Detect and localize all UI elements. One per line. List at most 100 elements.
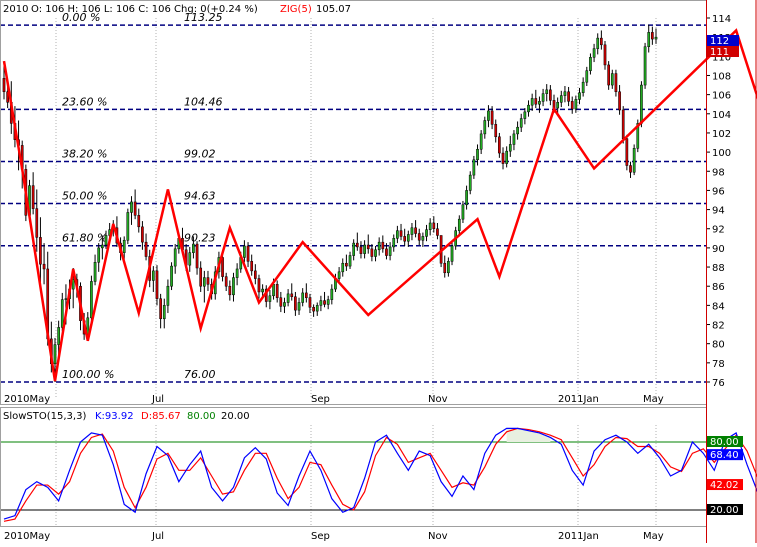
candle-body: [159, 298, 162, 320]
zig-badge: 111: [710, 47, 729, 58]
candle-body: [337, 271, 341, 279]
sto-axis-badge: 20.00: [710, 505, 739, 516]
price-y-tick-label: 82: [712, 321, 725, 332]
price-y-tick-label: 90: [712, 244, 725, 255]
candle-body: [621, 109, 625, 139]
candle-body: [516, 126, 519, 135]
candle-body: [243, 245, 246, 258]
candle-body: [53, 344, 57, 365]
candle-body: [275, 284, 279, 298]
candle-body: [348, 255, 352, 267]
candle-body: [374, 249, 377, 257]
candle-body: [425, 229, 428, 237]
candle-body: [479, 133, 483, 150]
grid-lines: [55, 18, 657, 525]
price-x-tick-label: Nov: [428, 394, 448, 405]
candle-body: [396, 230, 399, 239]
candle-body: [86, 317, 90, 335]
candle-body: [530, 98, 534, 106]
candle-body: [472, 159, 476, 176]
zig-badge-bg: [707, 46, 739, 57]
candle-body: [632, 148, 636, 173]
candle-body: [261, 288, 264, 293]
price-y-tick-label: 114: [712, 14, 731, 25]
candle-body: [323, 300, 326, 305]
fib-level-value: 94.63: [184, 190, 216, 203]
candle-body: [301, 292, 305, 303]
candle-body: [304, 292, 308, 298]
price-y-tick-label: 88: [712, 263, 725, 274]
sto-axis-badge: 80.00: [710, 437, 739, 448]
fib-level-pct: 0.00 %: [62, 11, 100, 24]
candle-body: [581, 81, 585, 93]
candle-body: [607, 64, 610, 86]
candle-body: [388, 246, 392, 256]
price-y-tick-label: 76: [712, 378, 725, 389]
candle-body: [341, 262, 345, 273]
fib-level-value: 99.02: [184, 147, 216, 160]
candle-body: [559, 95, 563, 103]
candle-body: [6, 91, 9, 103]
candle-body: [570, 101, 574, 110]
candle-body: [436, 228, 439, 236]
candle-body: [585, 70, 589, 83]
candle-body: [403, 236, 407, 242]
candle-body: [199, 267, 203, 287]
candle-body: [519, 118, 523, 128]
candle-body: [538, 101, 541, 105]
candle-body: [268, 295, 272, 302]
header-zig-label: ZIG(5): [280, 4, 312, 15]
sto-legend-k: K:93.92: [95, 411, 134, 422]
sto-legend-20: 20.00: [221, 411, 250, 422]
sto-axis-badge: 42.02: [710, 480, 739, 491]
candle-body: [600, 37, 603, 46]
candle-body: [614, 73, 618, 93]
price-y-tick-label: 80: [712, 340, 725, 351]
candle-body: [294, 296, 297, 311]
candle-body: [647, 32, 651, 47]
sto-x-tick-label: Jul: [151, 531, 164, 542]
price-y-tick-label: 94: [712, 206, 725, 217]
sto-overbought-fill: [506, 428, 551, 442]
candle-body: [512, 133, 516, 145]
candle-body: [122, 239, 126, 253]
candle-body: [385, 248, 388, 256]
price-x-tick-label: Sep: [311, 394, 330, 405]
candle-body: [363, 244, 366, 254]
candle-body: [2, 78, 6, 93]
price-y-tick-label: 96: [712, 186, 725, 197]
candle-body: [228, 285, 232, 296]
candle-body: [101, 244, 104, 249]
sto-axis-badge-bg: [707, 479, 743, 491]
candle-body: [494, 124, 498, 138]
stochastic-series: [0, 427, 757, 522]
candle-body: [93, 262, 97, 282]
candle-body: [250, 261, 254, 272]
sto-legend-d: D:85.67: [141, 411, 181, 422]
candle-body: [640, 84, 643, 124]
sto-title: SlowSTO(15,3,3): [3, 411, 86, 422]
candle-body: [625, 138, 629, 166]
zigzag-series: [2, 28, 757, 382]
candle-body: [319, 300, 323, 306]
price-y-tick-label: 92: [712, 225, 725, 236]
candle-body: [443, 262, 447, 274]
candle-body: [428, 222, 432, 230]
candle-body: [366, 244, 370, 250]
price-x-tick-label: May: [643, 394, 664, 405]
candle-body: [505, 150, 508, 164]
candle-body: [257, 278, 261, 293]
candle-body: [166, 285, 170, 306]
candle-body: [246, 245, 250, 262]
candle-body: [414, 227, 417, 234]
fib-level-value: 90.23: [184, 232, 216, 245]
candle-body: [345, 262, 348, 267]
sto-axis-badge-bg: [707, 436, 743, 447]
candle-body: [206, 277, 210, 285]
fib-level-pct: 50.00 %: [62, 190, 107, 203]
candle-body: [152, 270, 155, 281]
candle-body: [64, 298, 68, 300]
fib-level-value: 104.46: [184, 95, 223, 108]
candle-body: [224, 276, 228, 287]
candle-body: [589, 57, 592, 71]
